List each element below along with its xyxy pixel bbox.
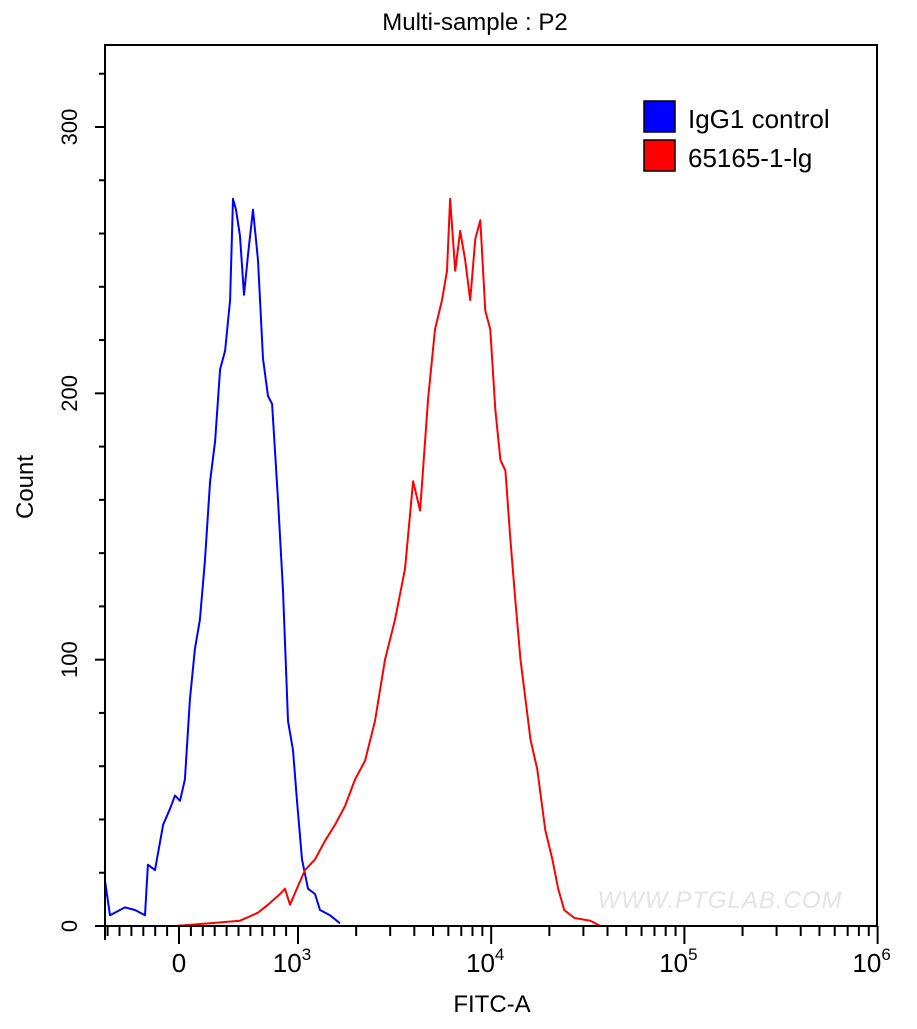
x-tick-label: 105	[659, 945, 697, 978]
legend-swatch-igg1-control	[643, 100, 676, 133]
x-tick-label: 104	[466, 945, 504, 978]
y-tick-label: 100	[57, 641, 82, 678]
histogram-series-65165-1-lg	[174, 197, 601, 927]
y-tick-label: 300	[57, 109, 82, 146]
histogram-series-igg1-control	[104, 197, 341, 925]
y-tick-label: 200	[57, 375, 82, 412]
x-tick-label: 103	[273, 945, 311, 978]
x-axis-label: FITC-A	[453, 991, 530, 1018]
x-tick-exponent: 5	[688, 945, 697, 964]
chart-title: Multi-sample : P2	[382, 9, 567, 36]
y-axis-label: Count	[12, 455, 39, 519]
watermark: WWW.PTGLAB.COM	[597, 887, 842, 914]
legend: IgG1 control 65165-1-lg	[643, 100, 830, 173]
legend-label-igg1-control: IgG1 control	[688, 104, 830, 134]
x-tick-label: 0	[172, 948, 186, 978]
y-tick-label: 0	[57, 920, 82, 932]
legend-label-65165-1-lg: 65165-1-lg	[688, 143, 812, 173]
x-tick-label: 106	[852, 945, 890, 978]
x-tick-exponent: 3	[302, 945, 311, 964]
plot-frame	[104, 44, 878, 927]
x-tick-exponent: 4	[495, 945, 504, 964]
x-tick-exponent: 6	[881, 945, 890, 964]
legend-swatch-65165-1-lg	[643, 139, 676, 172]
